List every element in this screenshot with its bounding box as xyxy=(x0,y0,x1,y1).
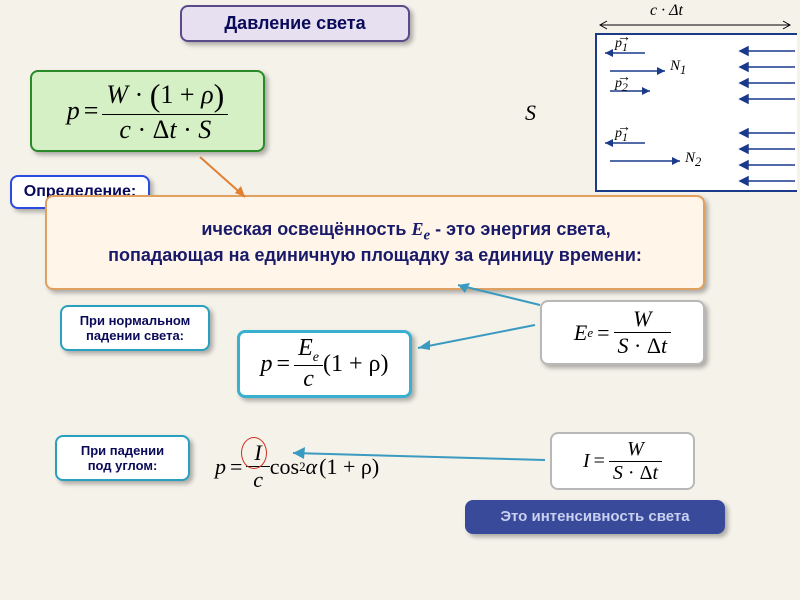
mf-eq: = xyxy=(84,96,99,126)
title-text: Давление света xyxy=(224,13,365,33)
title-box: Давление света xyxy=(180,5,410,42)
angle-label: При падении под углом: xyxy=(55,435,190,481)
cdt-dim xyxy=(595,20,795,30)
main-formula-box: p = W · (1 + ρ) c · Δt · S xyxy=(30,70,265,152)
lbl-N1: N1 xyxy=(670,58,686,78)
arrow-def-to-Ee xyxy=(450,280,550,310)
lbl-p1: →p1 xyxy=(615,36,628,54)
arrow-I-to-angle xyxy=(285,445,550,465)
lbl-p2: →p2 xyxy=(615,76,628,94)
normal-formula-box: p = Ee c (1 + ρ) xyxy=(237,330,412,398)
lbl-N2: N2 xyxy=(685,150,701,170)
normal-label: При нормальном падении света: xyxy=(60,305,210,351)
I-formula-box: I = W S · Δt xyxy=(550,432,695,490)
definition-box: Энергеическая освещённость Ee - это энер… xyxy=(45,195,705,290)
def-line2: попадающая на единичную площадку за един… xyxy=(57,245,693,266)
lbl-p1b: →p1 xyxy=(615,126,628,144)
def-line1: Энергеическая освещённость Ee - это энер… xyxy=(57,219,693,245)
mf-p: p xyxy=(67,96,80,126)
arrow-from-mainformula-to-def xyxy=(195,155,255,205)
mf-W: W xyxy=(106,80,128,109)
diagram-cdt: c · Δt xyxy=(650,2,683,20)
Ee-formula-box: Ee = W S · Δt xyxy=(540,300,705,365)
intensity-label: Это интенсивность света xyxy=(465,500,725,534)
arrow-Ee-to-normal xyxy=(410,320,540,355)
diagram-container: c · Δt S xyxy=(565,0,795,190)
diagram-S: S xyxy=(525,100,536,126)
